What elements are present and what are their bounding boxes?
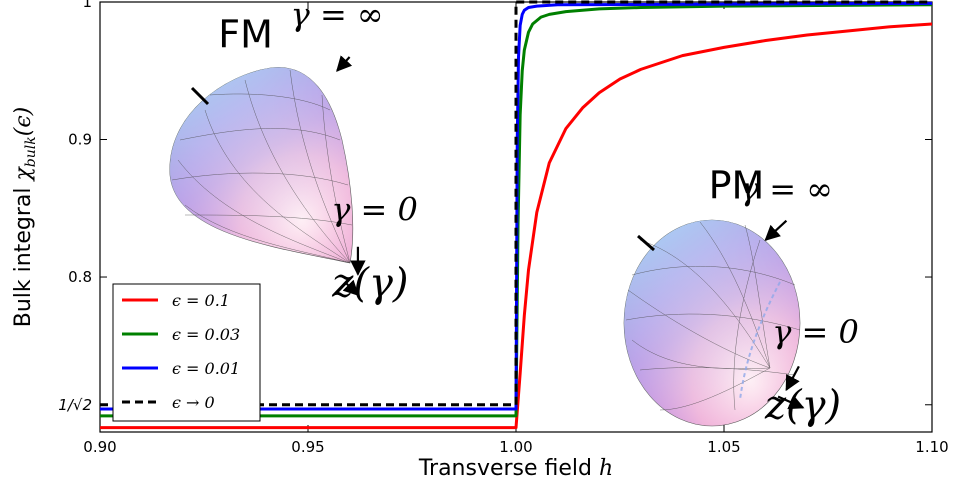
- annotation-arrow-4: [785, 365, 800, 392]
- legend: ϵ = 0.1 ϵ = 0.03 ϵ = 0.01 ϵ → 0: [112, 283, 261, 422]
- series-line-3: [100, 0, 932, 407]
- annotation-gamma-6: γ = 0: [772, 313, 859, 351]
- y-tick-label-3: 1: [82, 0, 92, 11]
- axis-ticks: 0.90 0.95 1.00 1.05 1.10 1/√2 0.8 0.9 1: [58, 0, 948, 456]
- x-tick-label-0: 0.90: [83, 438, 116, 456]
- pm-sphere-illustration: [623, 219, 801, 427]
- y-tick-label-1: 0.8: [68, 268, 92, 286]
- annotation-z-7: z(γ): [764, 383, 841, 429]
- annotation-gamma-2: γ = ∞: [291, 0, 384, 33]
- x-tick-label-4: 1.10: [915, 438, 948, 456]
- annotation-z-4: z(γ): [331, 260, 408, 306]
- legend-label-2: ϵ = 0.01: [172, 359, 240, 378]
- x-tick-label-1: 0.95: [291, 438, 324, 456]
- legend-label-3: ϵ → 0: [172, 393, 215, 412]
- fm-sphere-illustration: [169, 67, 354, 264]
- y-tick-label-0: 1/√2: [58, 396, 92, 414]
- annotation-arrow-5: [777, 395, 805, 410]
- annotation-arrow-3: [764, 219, 788, 241]
- legend-label-0: ϵ = 0.1: [172, 291, 230, 310]
- series-layer: [100, 0, 933, 430]
- legend-box: [112, 283, 261, 422]
- annotation-arrow-2: [342, 279, 360, 296]
- annotation-gamma-5: γ = ∞: [740, 170, 833, 208]
- y-axis-label: Bulk integral χbulk(ϵ): [11, 107, 39, 328]
- legend-label-1: ϵ = 0.03: [172, 325, 240, 344]
- x-tick-label-2: 1.00: [499, 438, 532, 456]
- annotation-phase-1: PM: [709, 164, 765, 208]
- series-line-0: [100, 22, 933, 430]
- y-tick-label-2: 0.9: [68, 131, 92, 149]
- annotation-phase-0: FM: [218, 12, 273, 56]
- annotation-arrow-0: [336, 55, 353, 72]
- series-line-2: [100, 1, 933, 411]
- annotation-gamma-3: γ = 0: [331, 191, 418, 229]
- x-axis-label: Transverse field h: [418, 456, 613, 481]
- x-tick-label-3: 1.05: [707, 438, 740, 456]
